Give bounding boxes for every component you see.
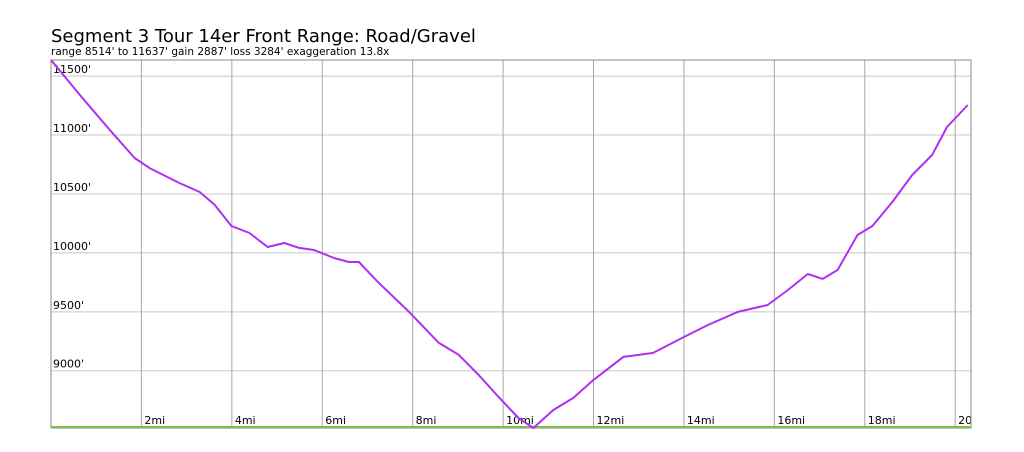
x-tick-label: 8mi (416, 414, 437, 427)
y-tick-label: 9500' (53, 299, 84, 312)
x-tick-label: 2mi (144, 414, 165, 427)
x-tick-label: 4mi (235, 414, 256, 427)
x-tick-label: 12mi (597, 414, 625, 427)
y-tick-label: 9000' (53, 358, 84, 371)
chart-subtitle: range 8514' to 11637' gain 2887' loss 32… (51, 46, 389, 58)
x-tick-label: 18mi (868, 414, 896, 427)
y-tick-label: 11000' (53, 122, 91, 135)
elevation-line (50, 59, 969, 429)
x-tick-label: 14mi (687, 414, 715, 427)
x-tick-label: 16mi (777, 414, 805, 427)
chart-title: Segment 3 Tour 14er Front Range: Road/Gr… (51, 26, 476, 47)
x-tick-label: 20 (958, 414, 972, 427)
x-tick-label: 6mi (325, 414, 346, 427)
y-tick-label: 10500' (53, 181, 91, 194)
y-tick-label: 10000' (53, 240, 91, 253)
